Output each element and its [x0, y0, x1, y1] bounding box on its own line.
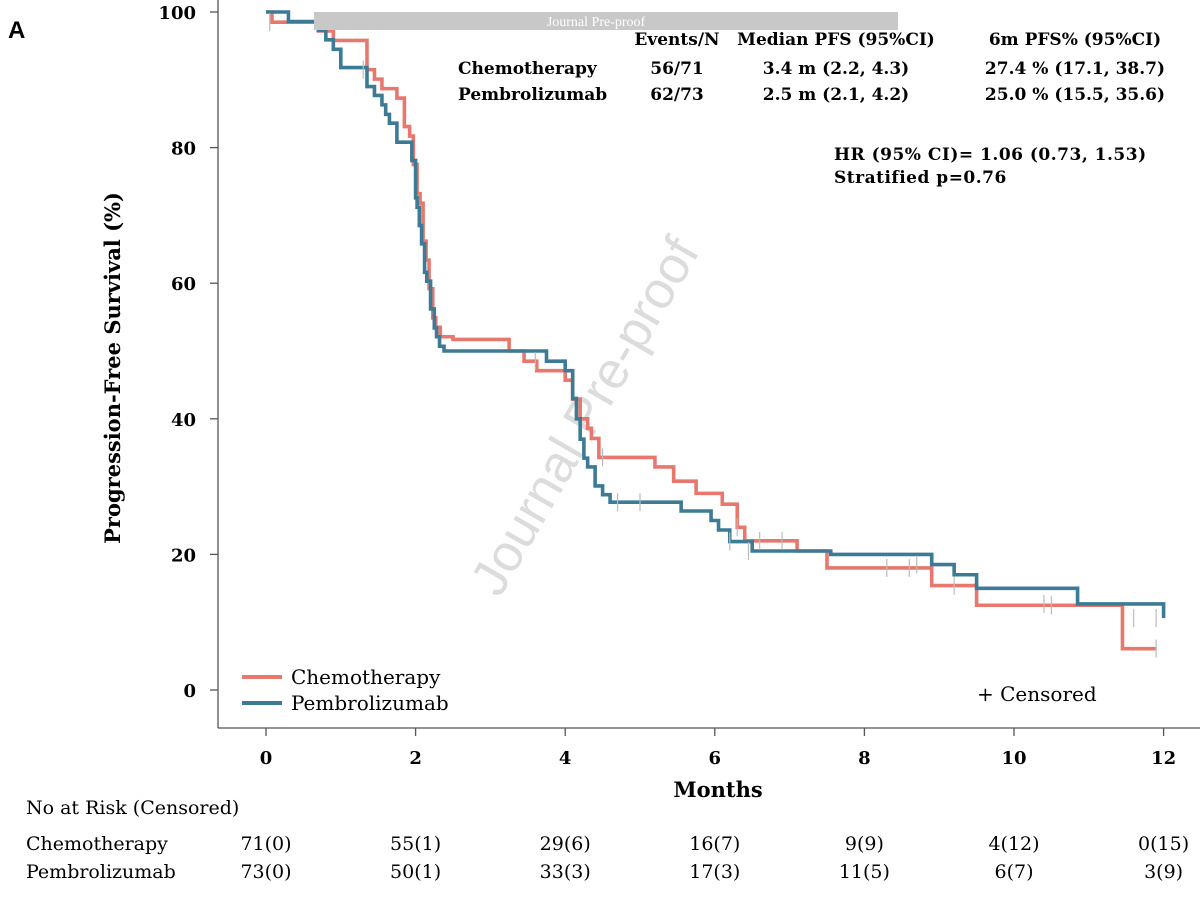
stats-row-6m: 25.0 % (15.5, 35.6): [985, 85, 1165, 105]
x-tick-label: 4: [559, 748, 572, 769]
survival-curves: [266, 10, 1166, 651]
watermark: Journal Pre-proof: [460, 228, 711, 605]
risk-value: 4(12): [988, 833, 1039, 855]
stats-header-median: Median PFS (95%CI): [737, 30, 935, 50]
banner-text: Journal Pre-proof: [547, 15, 646, 30]
censor-marks: [269, 13, 1157, 658]
x-tick-label: 0: [260, 748, 273, 769]
plot-frame: [217, 0, 1200, 729]
risk-value: 16(7): [689, 833, 740, 855]
censored-legend: + Censored: [977, 682, 1097, 706]
risk-value: 73(0): [240, 861, 291, 883]
stats-row-median: 2.5 m (2.1, 4.2): [763, 85, 909, 105]
x-tick-label: 8: [858, 748, 871, 769]
legend-label-chemotherapy: Chemotherapy: [291, 665, 441, 689]
stats-row-label: Chemotherapy: [458, 59, 598, 79]
hr-text: HR (95% CI)= 1.06 (0.73, 1.53): [834, 145, 1147, 165]
y-tick-label: 100: [158, 3, 196, 24]
risk-table-title: No at Risk (Censored): [26, 797, 239, 819]
legend-label-pembrolizumab: Pembrolizumab: [291, 691, 449, 715]
risk-value: 33(3): [540, 861, 591, 883]
x-axis-ticks: 0 2 4 6 8 10 12: [260, 728, 1176, 769]
y-axis-ticks: 0 20 40 60 80 100: [158, 3, 218, 702]
x-tick-label: 6: [709, 748, 722, 769]
risk-value: 29(6): [540, 833, 591, 855]
stats-header-6m: 6m PFS% (95%CI): [989, 30, 1161, 50]
risk-value: 71(0): [240, 833, 291, 855]
risk-value: 55(1): [390, 833, 441, 855]
risk-value: 6(7): [994, 861, 1033, 883]
risk-value: 0(15): [1138, 833, 1189, 855]
series-line-chemotherapy: [266, 10, 1157, 651]
x-axis-title: Months: [673, 777, 762, 802]
x-tick-label: 2: [409, 748, 422, 769]
p-value-text: Stratified p=0.76: [834, 168, 1007, 188]
risk-value: 11(5): [839, 861, 890, 883]
risk-value: 3(9): [1144, 861, 1183, 883]
y-axis-title: Progression-Free Survival (%): [100, 192, 125, 544]
banner-bar: [314, 12, 898, 30]
stats-row-label: Pembrolizumab: [458, 85, 607, 105]
risk-value: 9(9): [845, 833, 884, 855]
risk-value: 50(1): [390, 861, 441, 883]
stats-row-6m: 27.4 % (17.1, 38.7): [985, 59, 1165, 79]
y-tick-label: 60: [171, 274, 196, 295]
stats-row-median: 3.4 m (2.2, 4.3): [763, 59, 909, 79]
y-tick-label: 20: [171, 545, 196, 566]
panel-label: A: [8, 17, 25, 44]
stats-header-events: Events/N: [634, 30, 719, 50]
risk-row-label: Chemotherapy: [26, 833, 168, 855]
y-tick-label: 0: [183, 681, 196, 702]
stats-row-events: 62/73: [650, 85, 704, 105]
legend: Chemotherapy Pembrolizumab: [242, 665, 449, 715]
risk-row-label: Pembrolizumab: [26, 861, 176, 883]
stats-row-events: 56/71: [650, 59, 704, 79]
y-tick-label: 80: [171, 139, 196, 160]
x-tick-label: 12: [1151, 748, 1176, 769]
stats-table: Events/N Median PFS (95%CI) 6m PFS% (95%…: [458, 30, 1165, 105]
x-tick-label: 10: [1001, 748, 1026, 769]
risk-table: Chemotherapy 71(0) 55(1) 29(6) 16(7) 9(9) 4(12…: [26, 833, 1189, 883]
series-line-pembrolizumab: [266, 10, 1166, 619]
y-tick-label: 40: [171, 410, 196, 431]
risk-value: 17(3): [689, 861, 740, 883]
